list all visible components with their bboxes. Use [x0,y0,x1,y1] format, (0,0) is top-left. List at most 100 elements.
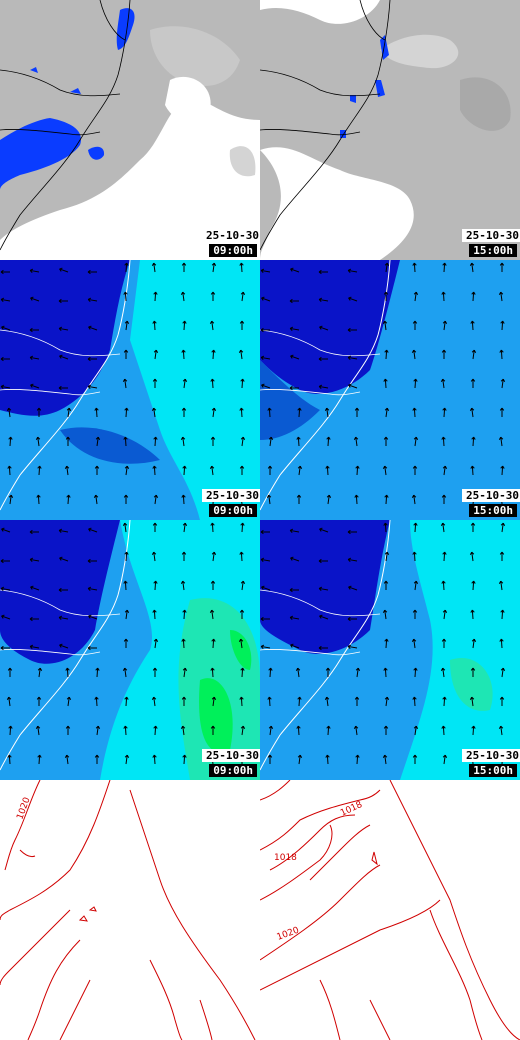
wind-arrow [59,267,69,273]
wind-arrow [152,465,157,476]
wind-arrow [123,494,129,504]
wind-arrow [209,320,215,331]
wind-arrow [65,725,71,735]
wind-arrow [499,407,505,417]
wind-arrow [347,557,358,562]
wind-arrow [469,407,475,418]
wind-arrow [210,667,215,678]
wind-arrow [210,378,215,389]
wind-arrow [182,465,187,476]
wind-arrow [325,465,330,476]
wind-arrow [267,465,273,475]
wind-arrow [412,407,417,418]
wind-arrow [290,267,300,273]
wind-arrow [87,269,97,275]
wind-arrow [441,436,446,447]
wind-arrow [64,465,70,476]
wind-arrow [324,696,330,707]
wind-arrow [93,494,99,505]
wind-arrow [260,268,271,273]
wind-arrow [442,609,448,620]
wind-arrow [261,296,271,302]
wind-arrow [411,638,417,649]
wind-arrow [384,494,389,505]
wind-arrow [209,609,215,620]
wind-arrow [413,667,418,678]
wind-arrow [66,494,71,505]
wind-arrow [240,378,245,389]
wind-arrow [239,696,244,707]
wind-arrow [326,436,331,447]
cloud-precip-map-1500: 25-10-30 15:00h [260,0,520,260]
wind-arrow [87,384,98,389]
wind-arrow [29,268,40,273]
wind-arrow [65,436,71,446]
wind-arrow [326,725,331,736]
timestamp: 25-10-30 15:00h [450,489,520,519]
wind-arrow [153,349,159,360]
wind-arrow [295,667,301,678]
wind-arrow [6,696,12,707]
wind-arrow [210,522,215,533]
wind-arrow [260,644,271,649]
border-line [0,589,121,656]
wind-arrow [441,349,447,359]
wind-arrow [35,725,41,736]
wind-arrow [151,551,157,562]
wind-arrow [124,465,130,476]
wind-arrow [499,638,504,649]
border-line [260,329,381,396]
wind-arrow [347,327,357,333]
wind-arrow [266,494,272,505]
wind-arrow [30,585,40,591]
timestamp: 25-10-30 15:00h [450,749,520,779]
wind-arrow [180,580,186,591]
wind-arrow [289,298,299,304]
wind-arrow [58,615,69,620]
wind-arrow [440,522,446,533]
wind-arrow [441,580,446,591]
wind-arrow [180,291,186,302]
wind-arrows [0,260,246,511]
wind-arrow [124,551,129,562]
wind-arrow [29,616,39,622]
wind-arrow [29,327,39,333]
wind-arrow [182,320,187,331]
timestamp-time: 15:00h [469,764,517,777]
wind-arrow [267,407,272,418]
wind-arrow [347,355,358,360]
cloud-precip-map-0900: 25-10-30 09:00h [0,0,260,260]
wind-arrow [153,725,158,736]
wind-arrow [296,494,302,504]
wind-arrow [412,696,417,707]
wind-arrow [500,378,506,389]
wind-arrow [267,754,273,764]
wind-arrow [260,529,270,535]
wind-arrow [124,609,130,620]
wind-graphic [0,520,260,780]
wind-arrow [122,378,128,389]
wind-arrow [123,638,129,648]
wind-arrow [412,609,418,619]
wind-arrow [152,378,158,388]
timestamp-date: 25-10-30 [202,229,260,242]
isobar-graphic: 1018 1018 1020 [260,780,520,1040]
wind-arrow [209,465,215,476]
wind-arrow [319,325,329,331]
wind-arrow [442,696,447,707]
wind-arrow [210,580,216,590]
wind-arrow [289,528,300,533]
wind-arrow [182,667,188,678]
wind-arrow [152,522,158,532]
timestamp-time: 15:00h [469,504,517,517]
wind-arrow [499,696,505,706]
wind-arrow [87,558,97,564]
wind-arrow [59,643,69,649]
wind-arrow [88,527,98,533]
wind-arrow [30,296,40,302]
timestamp-date: 25-10-30 [202,749,260,762]
timestamp-date: 25-10-30 [202,489,260,502]
wind-arrow [66,407,72,418]
wind-arrow [58,326,69,331]
wind-arrow [124,262,129,273]
